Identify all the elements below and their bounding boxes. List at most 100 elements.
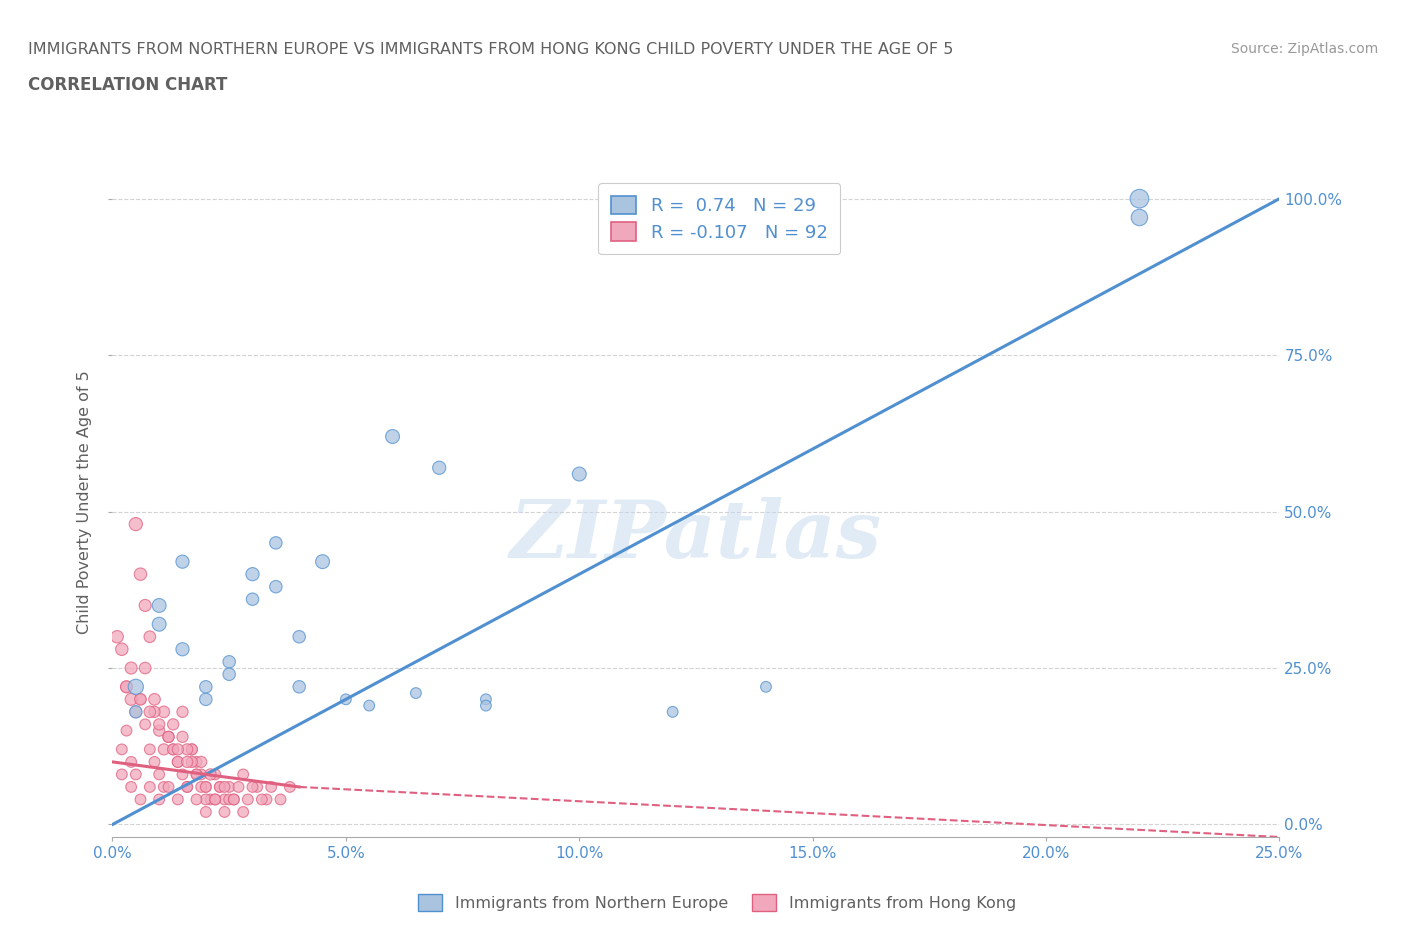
Point bbox=[125, 517, 148, 532]
Point bbox=[129, 792, 152, 807]
Point bbox=[186, 792, 208, 807]
Point bbox=[162, 742, 184, 757]
Point bbox=[200, 792, 222, 807]
Point bbox=[115, 724, 138, 738]
Point bbox=[139, 742, 162, 757]
Point bbox=[129, 692, 152, 707]
Point bbox=[125, 767, 148, 782]
Point bbox=[204, 792, 226, 807]
Point bbox=[214, 779, 236, 794]
Point bbox=[200, 767, 222, 782]
Point bbox=[166, 754, 188, 769]
Point bbox=[218, 655, 240, 670]
Point bbox=[111, 742, 134, 757]
Point bbox=[166, 792, 188, 807]
Point bbox=[755, 680, 778, 695]
Point bbox=[134, 717, 156, 732]
Point bbox=[661, 704, 683, 719]
Point bbox=[157, 779, 180, 794]
Point bbox=[427, 460, 450, 475]
Point bbox=[1128, 210, 1150, 225]
Legend: Immigrants from Northern Europe, Immigrants from Hong Kong: Immigrants from Northern Europe, Immigra… bbox=[412, 888, 1022, 917]
Point bbox=[204, 792, 226, 807]
Point bbox=[105, 630, 128, 644]
Point bbox=[228, 779, 250, 794]
Point bbox=[194, 779, 217, 794]
Point bbox=[153, 742, 176, 757]
Point bbox=[148, 767, 170, 782]
Legend: R =  0.74   N = 29, R = -0.107   N = 92: R = 0.74 N = 29, R = -0.107 N = 92 bbox=[599, 183, 841, 254]
Point bbox=[186, 767, 208, 782]
Point bbox=[148, 598, 170, 613]
Point bbox=[162, 717, 184, 732]
Point bbox=[242, 591, 264, 606]
Point bbox=[139, 704, 162, 719]
Point bbox=[143, 704, 166, 719]
Point bbox=[190, 779, 212, 794]
Point bbox=[180, 742, 202, 757]
Point bbox=[129, 566, 152, 581]
Point bbox=[405, 685, 427, 700]
Point bbox=[120, 692, 142, 707]
Point bbox=[157, 729, 180, 744]
Point bbox=[148, 792, 170, 807]
Point bbox=[242, 779, 264, 794]
Point bbox=[208, 779, 231, 794]
Text: CORRELATION CHART: CORRELATION CHART bbox=[28, 76, 228, 94]
Point bbox=[148, 724, 170, 738]
Text: Source: ZipAtlas.com: Source: ZipAtlas.com bbox=[1230, 42, 1378, 56]
Point bbox=[194, 804, 217, 819]
Point bbox=[232, 804, 254, 819]
Point bbox=[148, 617, 170, 631]
Point bbox=[172, 767, 194, 782]
Point bbox=[194, 792, 217, 807]
Point bbox=[148, 717, 170, 732]
Point bbox=[194, 692, 217, 707]
Point bbox=[1128, 192, 1150, 206]
Point bbox=[186, 767, 208, 782]
Point bbox=[222, 792, 245, 807]
Y-axis label: Child Poverty Under the Age of 5: Child Poverty Under the Age of 5 bbox=[77, 370, 93, 634]
Point bbox=[139, 630, 162, 644]
Point bbox=[129, 692, 152, 707]
Point bbox=[194, 680, 217, 695]
Point bbox=[120, 754, 142, 769]
Point bbox=[214, 804, 236, 819]
Point bbox=[125, 704, 148, 719]
Point bbox=[120, 779, 142, 794]
Point bbox=[278, 779, 301, 794]
Point bbox=[143, 692, 166, 707]
Point bbox=[111, 767, 134, 782]
Point bbox=[115, 680, 138, 695]
Point bbox=[246, 779, 269, 794]
Point bbox=[172, 729, 194, 744]
Point bbox=[270, 792, 292, 807]
Point bbox=[172, 554, 194, 569]
Point bbox=[264, 536, 287, 551]
Point bbox=[125, 680, 148, 695]
Point bbox=[236, 792, 259, 807]
Point bbox=[311, 554, 333, 569]
Point bbox=[157, 729, 180, 744]
Point bbox=[232, 767, 254, 782]
Point bbox=[176, 779, 198, 794]
Point bbox=[335, 692, 357, 707]
Point bbox=[288, 630, 311, 644]
Point bbox=[172, 642, 194, 657]
Point bbox=[176, 779, 198, 794]
Point bbox=[143, 754, 166, 769]
Point bbox=[204, 767, 226, 782]
Point bbox=[568, 467, 591, 482]
Point bbox=[134, 598, 156, 613]
Point bbox=[222, 792, 245, 807]
Point bbox=[475, 698, 498, 713]
Point bbox=[120, 660, 142, 675]
Point bbox=[242, 566, 264, 581]
Text: IMMIGRANTS FROM NORTHERN EUROPE VS IMMIGRANTS FROM HONG KONG CHILD POVERTY UNDER: IMMIGRANTS FROM NORTHERN EUROPE VS IMMIG… bbox=[28, 42, 953, 57]
Point bbox=[218, 779, 240, 794]
Point bbox=[359, 698, 381, 713]
Point bbox=[190, 767, 212, 782]
Point bbox=[111, 642, 134, 657]
Point bbox=[475, 692, 498, 707]
Point bbox=[256, 792, 278, 807]
